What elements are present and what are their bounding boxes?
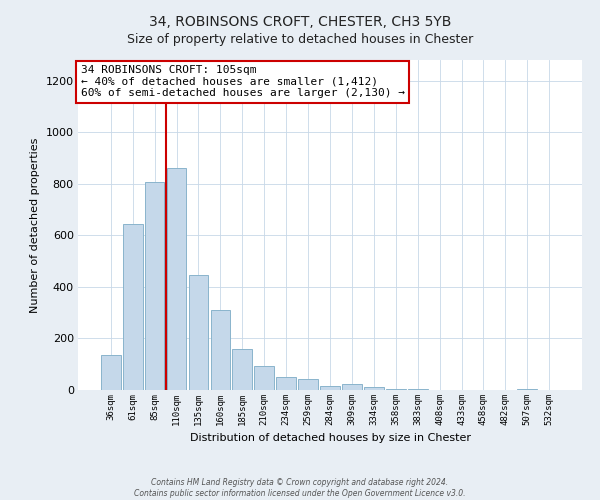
Bar (101, 355, 121, 390)
Bar (167, 168, 187, 390)
Bar (145, 182, 164, 390)
Bar (517, 388, 537, 390)
Bar (211, 310, 230, 390)
Bar (386, 388, 406, 390)
Text: 34 ROBINSONS CROFT: 105sqm
← 40% of detached houses are smaller (1,412)
60% of s: 34 ROBINSONS CROFT: 105sqm ← 40% of deta… (80, 65, 404, 98)
Y-axis label: Number of detached properties: Number of detached properties (30, 138, 40, 312)
Text: Size of property relative to detached houses in Chester: Size of property relative to detached ho… (127, 32, 473, 46)
Bar (123, 224, 143, 390)
Bar (276, 376, 296, 390)
Text: Contains HM Land Registry data © Crown copyright and database right 2024.
Contai: Contains HM Land Registry data © Crown c… (134, 478, 466, 498)
Bar (188, 276, 208, 390)
Bar (298, 379, 318, 390)
Bar (254, 366, 274, 390)
Bar (320, 386, 340, 390)
Text: 34, ROBINSONS CROFT, CHESTER, CH3 5YB: 34, ROBINSONS CROFT, CHESTER, CH3 5YB (149, 15, 451, 29)
Bar (232, 350, 252, 390)
X-axis label: Distribution of detached houses by size in Chester: Distribution of detached houses by size … (190, 434, 470, 444)
Bar (364, 388, 384, 390)
Bar (342, 384, 362, 390)
